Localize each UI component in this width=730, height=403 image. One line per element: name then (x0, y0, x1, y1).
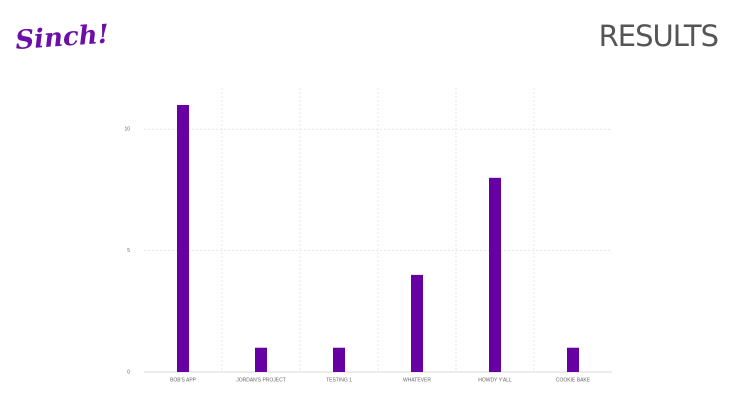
bar (411, 274, 423, 372)
bar (333, 347, 345, 372)
x-tick-label: BOB'S APP (170, 377, 197, 383)
x-tick-label: JORDAN'S PROJECT (236, 377, 286, 383)
x-tick-label: TESTING 1 (326, 377, 352, 383)
bar (177, 104, 189, 372)
bar (567, 347, 579, 372)
x-tick-label: HOWDY Y'ALL (478, 377, 512, 383)
x-tick-label: WHATEVER (403, 377, 431, 383)
y-tick-label: 5 (127, 248, 130, 254)
bar (489, 177, 501, 372)
bar (255, 347, 267, 372)
y-tick-label: 10 (124, 127, 130, 133)
logo: Sinch! (14, 20, 110, 56)
x-tick-label: COOKIE BAKE (556, 377, 591, 383)
y-tick-label: 0 (127, 369, 130, 375)
chart-title: RESULTS (599, 19, 718, 53)
